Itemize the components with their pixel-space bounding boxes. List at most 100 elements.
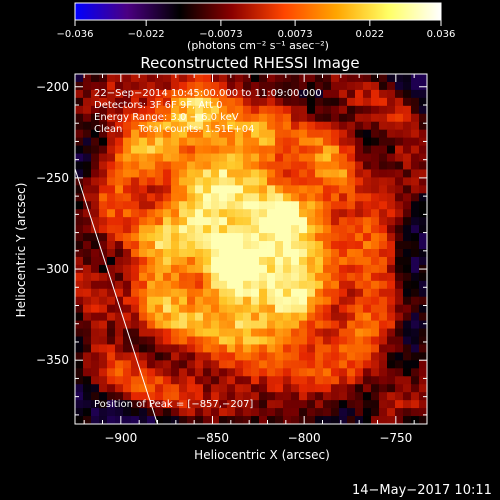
heatmap-cell <box>235 408 244 417</box>
heatmap-cell <box>419 241 427 250</box>
heatmap-cell <box>243 344 252 353</box>
heatmap-cell <box>155 392 164 401</box>
heatmap-cell <box>99 209 108 218</box>
heatmap-cell <box>91 233 100 242</box>
heatmap-cell <box>195 161 204 171</box>
heatmap-cell <box>347 288 356 298</box>
heatmap-cell <box>107 249 116 258</box>
heatmap-cell <box>283 249 292 258</box>
heatmap-cell <box>331 400 340 409</box>
heatmap-cell <box>115 241 124 250</box>
heatmap-cell <box>131 225 140 234</box>
heatmap-cell <box>371 225 380 234</box>
heatmap-cell <box>139 137 148 147</box>
heatmap-cell <box>99 137 108 147</box>
heatmap-cell <box>219 169 228 178</box>
heatmap-cell <box>347 225 356 234</box>
heatmap-cell <box>235 288 244 298</box>
heatmap-cell <box>291 185 300 194</box>
heatmap-cell <box>403 328 412 338</box>
heatmap-cell <box>339 320 348 330</box>
heatmap-cell <box>275 193 284 202</box>
heatmap-cell <box>411 328 420 338</box>
heatmap-cell <box>115 177 124 186</box>
heatmap-cell <box>291 201 300 210</box>
heatmap-cell <box>75 97 84 107</box>
heatmap-cell <box>155 225 164 234</box>
heatmap-cell <box>115 360 124 369</box>
heatmap-cell <box>123 153 132 163</box>
heatmap-cell <box>323 89 332 99</box>
heatmap-cells <box>75 74 427 424</box>
heatmap-cell <box>411 105 420 115</box>
heatmap-cell <box>227 137 236 147</box>
heatmap-cell <box>299 304 308 314</box>
heatmap-cell <box>163 209 172 218</box>
heatmap-cell <box>403 400 412 409</box>
heatmap-cell <box>379 249 388 258</box>
heatmap-cell <box>195 328 204 338</box>
heatmap-cell <box>107 400 116 409</box>
heatmap-cell <box>99 408 108 417</box>
heatmap-cell <box>251 320 260 330</box>
heatmap-cell <box>107 121 116 131</box>
heatmap-cell <box>107 376 116 385</box>
heatmap-cell <box>307 74 316 83</box>
heatmap-cell <box>363 280 372 290</box>
heatmap-cell <box>147 416 156 424</box>
heatmap-cell <box>355 296 364 306</box>
heatmap-cell <box>299 249 308 258</box>
heatmap-cell <box>315 233 324 242</box>
heatmap-cell <box>403 344 412 353</box>
heatmap-cell <box>299 74 308 83</box>
heatmap-cell <box>243 74 252 83</box>
heatmap-cell <box>307 169 316 178</box>
heatmap-cell <box>387 201 396 210</box>
heatmap-cell <box>155 81 164 91</box>
heatmap-cell <box>99 249 108 258</box>
heatmap-cell <box>163 384 172 393</box>
heatmap-cell <box>139 360 148 369</box>
heatmap-cell <box>75 74 84 83</box>
heatmap-cell <box>371 408 380 417</box>
heatmap-cell <box>75 256 84 266</box>
heatmap-cell <box>235 416 244 424</box>
heatmap-cell <box>259 81 268 91</box>
heatmap-cell <box>307 272 316 282</box>
heatmap-cell <box>147 408 156 417</box>
heatmap-cell <box>347 256 356 266</box>
heatmap-cell <box>163 328 172 338</box>
heatmap-cell <box>387 97 396 107</box>
heatmap-cell <box>403 233 412 242</box>
heatmap-cell <box>91 249 100 258</box>
heatmap-cell <box>307 376 316 385</box>
heatmap-cell <box>187 89 196 99</box>
heatmap-cell <box>419 344 427 353</box>
heatmap-cell <box>275 105 284 115</box>
heatmap-cell <box>299 185 308 194</box>
heatmap-cell <box>195 185 204 194</box>
heatmap-cell <box>315 352 324 361</box>
heatmap-cell <box>275 209 284 218</box>
heatmap-cell <box>139 225 148 234</box>
heatmap-cell <box>379 368 388 377</box>
heatmap-cell <box>219 360 228 369</box>
heatmap-cell <box>395 344 404 353</box>
heatmap-cell <box>251 89 260 99</box>
heatmap-cell <box>355 193 364 202</box>
heatmap-cell <box>107 344 116 353</box>
heatmap-cell <box>395 105 404 115</box>
heatmap-cell <box>299 360 308 369</box>
heatmap-cell <box>99 217 108 226</box>
heatmap-cell <box>331 153 340 163</box>
heatmap-cell <box>107 256 116 266</box>
heatmap-cell <box>115 153 124 163</box>
heatmap-cell <box>339 161 348 171</box>
heatmap-cell <box>299 201 308 210</box>
heatmap-cell <box>219 129 228 139</box>
heatmap-cell <box>307 280 316 290</box>
heatmap-cell <box>227 113 236 123</box>
heatmap-cell <box>123 129 132 139</box>
heatmap-cell <box>147 129 156 139</box>
heatmap-cell <box>323 233 332 242</box>
